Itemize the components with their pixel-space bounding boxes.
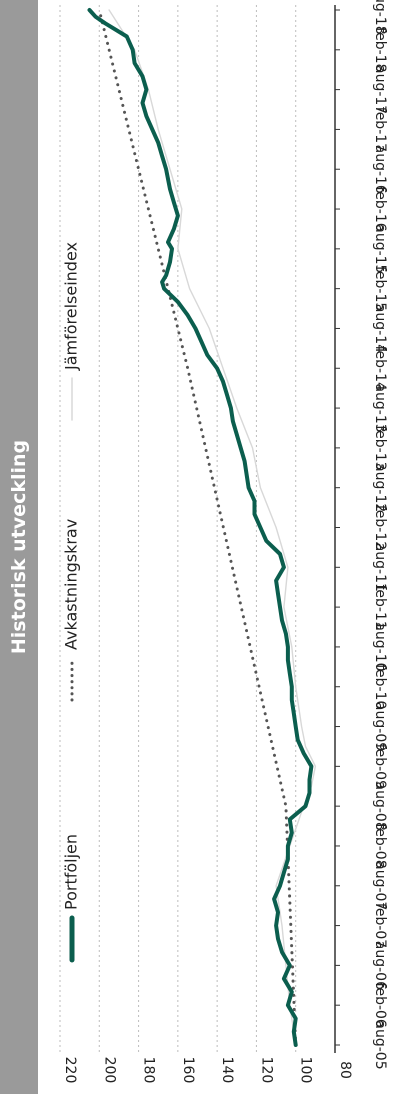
time-axis-label: aug-12 <box>372 463 388 512</box>
value-axis-label: 100 <box>298 1057 314 1084</box>
time-axis-label: aug-13 <box>372 383 388 432</box>
time-axis-label: aug-18 <box>372 0 388 35</box>
value-axis-label: 120 <box>258 1057 274 1084</box>
time-axis-label: aug-14 <box>372 304 388 353</box>
time-axis-label: aug-07 <box>372 861 388 910</box>
time-axis-label: aug-16 <box>372 145 388 194</box>
time-axis-label: feb-14 <box>372 346 388 391</box>
time-axis-label: feb-10 <box>372 664 388 709</box>
time-axis-label: feb-08 <box>372 823 388 868</box>
time-axis-label: feb-17 <box>372 107 388 152</box>
time-axis-label: feb-06 <box>372 983 388 1028</box>
time-axis-label: feb-13 <box>372 425 388 470</box>
value-axis-label: 200 <box>101 1057 117 1084</box>
time-axis-label: aug-09 <box>372 702 388 751</box>
value-axis-label: 180 <box>141 1057 157 1084</box>
value-axis-label: 80 <box>337 1061 353 1079</box>
time-axis-label: feb-11 <box>372 584 388 629</box>
time-axis-label: aug-17 <box>372 65 388 114</box>
value-axis-label: 220 <box>62 1057 78 1084</box>
time-axis-label: aug-05 <box>372 1020 388 1069</box>
time-axis-label: feb-15 <box>372 266 388 311</box>
time-axis-label: aug-15 <box>372 224 388 273</box>
series-line-j-mf-relseindex <box>108 9 317 1046</box>
time-axis-label: aug-11 <box>372 543 388 592</box>
series-line-avkastningskrav <box>97 8 298 1047</box>
time-axis-label: aug-06 <box>372 941 388 990</box>
time-axis-label: aug-10 <box>372 622 388 671</box>
value-axis-label: 140 <box>219 1057 235 1084</box>
legend-label: Portföljen <box>62 834 81 910</box>
time-axis-label: feb-09 <box>372 744 388 789</box>
value-axis-label: 160 <box>180 1057 196 1084</box>
series-line-portf-ljen <box>87 8 314 1047</box>
legend-label: Avkastningskrav <box>62 519 81 650</box>
legend-label: Jämförelseindex <box>62 242 81 371</box>
time-axis-label: aug-08 <box>372 782 388 831</box>
time-axis-label: feb-07 <box>372 903 388 948</box>
time-axis-label: feb-12 <box>372 505 388 550</box>
time-axis-label: feb-16 <box>372 186 388 231</box>
chart-title-bar: Historisk utveckling <box>0 0 38 1094</box>
time-axis-label: feb-18 <box>372 27 388 72</box>
